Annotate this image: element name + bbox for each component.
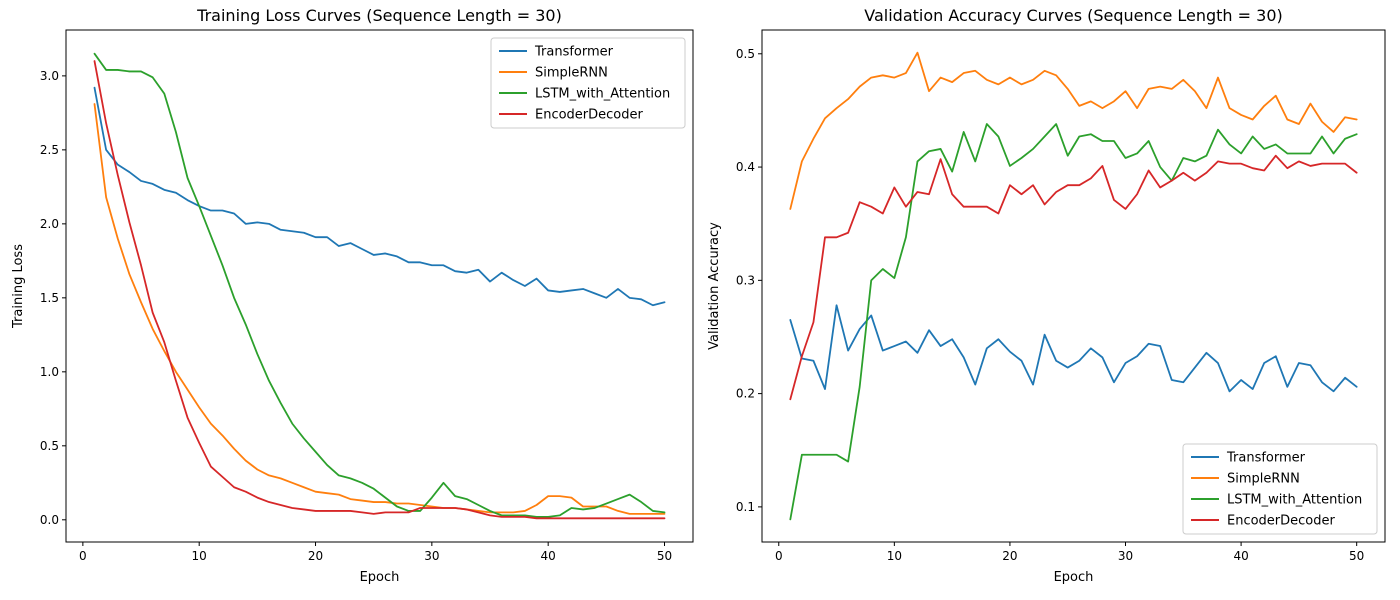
- loss-y-tick-label: 2.5: [40, 143, 59, 157]
- acc-x-axis-label: Epoch: [1054, 570, 1094, 585]
- loss-x-tick-label: 30: [424, 549, 439, 563]
- acc-y-tick-label: 0.2: [736, 387, 755, 401]
- acc-legend-label: LSTM_with_Attention: [1227, 493, 1362, 508]
- acc-x-tick-label: 20: [1002, 549, 1017, 563]
- loss-x-tick-label: 0: [79, 549, 87, 563]
- loss-y-tick-label: 2.0: [40, 217, 59, 231]
- loss-y-tick-label: 0.0: [40, 513, 59, 527]
- loss-y-tick-label: 1.5: [40, 291, 59, 305]
- loss-series-line-lstm-with-attention: [93, 52, 666, 518]
- acc-y-tick-label: 0.5: [736, 47, 755, 61]
- loss-legend-box: [490, 37, 686, 129]
- acc-y-tick-label: 0.1: [736, 500, 755, 514]
- acc-y-axis-label: Validation Accuracy: [707, 222, 722, 350]
- acc-series-line-simplernn: [789, 51, 1358, 210]
- acc-legend-label: EncoderDecoder: [1227, 514, 1336, 529]
- acc-y-tick-label: 0.4: [736, 160, 755, 174]
- loss-legend-label: EncoderDecoder: [535, 108, 644, 123]
- loss-y-tick-label: 3.0: [40, 69, 59, 83]
- acc-chart-title: Validation Accuracy Curves (Sequence Len…: [864, 6, 1282, 25]
- loss-series-line-encoderdecoder: [93, 60, 666, 520]
- acc-x-tick-label: 50: [1349, 549, 1364, 563]
- acc-x-tick-label: 30: [1118, 549, 1133, 563]
- acc-axes-frame: [761, 29, 1386, 543]
- loss-legend-label: Transformer: [534, 45, 614, 60]
- acc-legend: Transformer SimpleRNN LSTM_with_Attention E…: [1182, 443, 1378, 535]
- acc-series-line-encoderdecoder: [789, 154, 1358, 401]
- acc-y-tick-label: 0.3: [736, 273, 755, 287]
- acc-series-line-transformer: [789, 304, 1358, 393]
- acc-x-tick-label: 0: [775, 549, 783, 563]
- loss-y-tick-label: 0.5: [40, 439, 59, 453]
- loss-x-tick-label: 20: [308, 549, 323, 563]
- acc-legend-box: [1182, 443, 1378, 535]
- loss-y-axis-label: Training Loss: [11, 244, 26, 329]
- loss-x-axis-label: Epoch: [360, 570, 400, 585]
- loss-series-line-simplernn: [93, 103, 666, 515]
- loss-y-tick-label: 1.0: [40, 365, 59, 379]
- loss-legend: Transformer SimpleRNN LSTM_with_Attention E…: [490, 37, 686, 129]
- acc-series-line-lstm-with-attention: [789, 123, 1358, 521]
- loss-legend-label: SimpleRNN: [535, 66, 608, 81]
- acc-chart: Validation Accuracy Curves (Sequence Len…: [707, 6, 1386, 585]
- loss-x-tick-label: 50: [657, 549, 672, 563]
- loss-chart-title: Training Loss Curves (Sequence Length = …: [196, 6, 562, 25]
- loss-chart: Training Loss Curves (Sequence Length = …: [11, 6, 694, 585]
- loss-legend-label: LSTM_with_Attention: [535, 87, 670, 102]
- acc-x-tick-label: 40: [1233, 549, 1248, 563]
- loss-axes-frame: [65, 29, 694, 543]
- acc-legend-label: Transformer: [1226, 451, 1306, 466]
- loss-x-tick-label: 10: [192, 549, 207, 563]
- acc-legend-label: SimpleRNN: [1227, 472, 1300, 487]
- acc-x-tick-label: 10: [887, 549, 902, 563]
- loss-x-tick-label: 40: [541, 549, 556, 563]
- loss-series-line-transformer: [93, 86, 666, 307]
